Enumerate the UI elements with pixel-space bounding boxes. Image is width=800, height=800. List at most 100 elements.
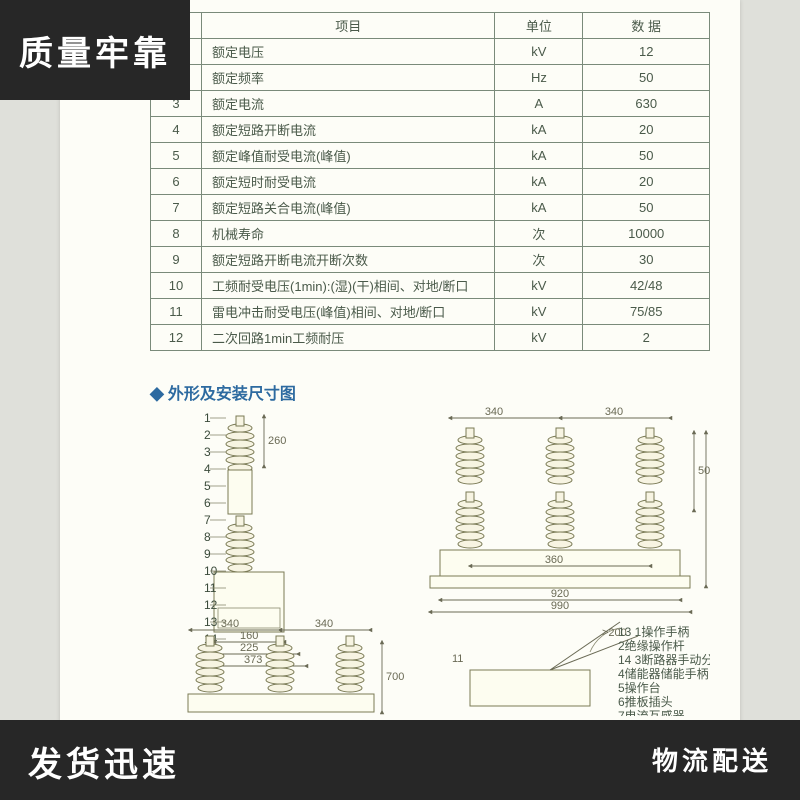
cell-unit: kA	[495, 169, 583, 195]
cell-unit: kV	[495, 325, 583, 351]
dim-500: 500	[698, 465, 710, 477]
cell-val: 50	[583, 65, 710, 91]
legend-right-item: 5操作台	[618, 680, 661, 695]
diagram-area: 1234567891011121314 160 225 373 260 34	[150, 406, 710, 716]
callout-num: 9	[204, 547, 211, 561]
table-row: 11雷电冲击耐受电压(峰值)相间、对地/断口kV75/85	[151, 299, 710, 325]
cell-item: 额定电压	[202, 39, 495, 65]
dim-160: 160	[240, 630, 258, 642]
dim-700b: 700	[386, 671, 404, 683]
cell-item: 额定电流	[202, 91, 495, 117]
badge-shipping-main: 发货迅速	[28, 737, 180, 786]
callout-num: 5	[204, 479, 211, 493]
cell-unit: 次	[495, 247, 583, 273]
cell-unit: kV	[495, 39, 583, 65]
callout-num: 2	[204, 428, 211, 442]
drawings-svg: 1234567891011121314 160 225 373 260 34	[150, 406, 710, 716]
legend-right-item: 2绝缘操作杆	[618, 638, 685, 653]
sectional-drawing: 1234567891011121314 160 225 373 260	[200, 411, 306, 666]
callout-num: 6	[204, 496, 211, 510]
table-row: 1额定电压kV12	[151, 39, 710, 65]
cell-val: 50	[583, 143, 710, 169]
cell-unit: kV	[495, 299, 583, 325]
dim-11: 11	[452, 653, 463, 665]
table-row: 3额定电流A630	[151, 91, 710, 117]
cell-unit: kV	[495, 273, 583, 299]
cell-val: 75/85	[583, 299, 710, 325]
callout-num: 7	[204, 513, 211, 527]
cell-no: 4	[151, 117, 202, 143]
table-row: 5额定峰值耐受电流(峰值)kA50	[151, 143, 710, 169]
bullet-icon: ◆	[150, 383, 164, 403]
cell-no: 6	[151, 169, 202, 195]
cell-no: 10	[151, 273, 202, 299]
dim-260: 260	[268, 435, 286, 447]
cell-item: 雷电冲击耐受电压(峰值)相间、对地/断口	[202, 299, 495, 325]
col-val: 数 据	[583, 13, 710, 39]
cell-unit: kA	[495, 143, 583, 169]
cell-item: 额定短时耐受电流	[202, 169, 495, 195]
table-row: 4额定短路开断电流kA20	[151, 117, 710, 143]
cell-unit: kA	[495, 195, 583, 221]
callout-num: 3	[204, 445, 211, 459]
cell-item: 额定峰值耐受电流(峰值)	[202, 143, 495, 169]
cell-no: 5	[151, 143, 202, 169]
table-row: 6额定短时耐受电流kA20	[151, 169, 710, 195]
cell-no: 11	[151, 299, 202, 325]
cell-item: 额定频率	[202, 65, 495, 91]
badge-quality: 质量牢靠	[0, 0, 190, 100]
legend-right-item: 6推板插头	[618, 695, 673, 709]
dim-340c: 340	[221, 618, 239, 630]
callout-num: 1	[204, 411, 211, 425]
col-unit: 单位	[495, 13, 583, 39]
cell-val: 2	[583, 325, 710, 351]
section-title: 外形及安装尺寸图	[168, 386, 296, 403]
cell-item: 额定短路开断电流开断次数	[202, 247, 495, 273]
cell-val: 12	[583, 39, 710, 65]
cell-val: 10000	[583, 221, 710, 247]
legend-right-item: 7电流互感器	[618, 708, 685, 716]
callout-num: 8	[204, 530, 211, 544]
cell-unit: Hz	[495, 65, 583, 91]
dim-340d: 340	[315, 618, 333, 630]
operating-legend: 13 1操作手柄2绝缘操作杆14 3断路器手动分合手柄4储能器储能手柄5操作台6…	[618, 624, 710, 716]
cell-no: 9	[151, 247, 202, 273]
cell-item: 额定短路开断电流	[202, 117, 495, 143]
table-row: 2额定频率Hz50	[151, 65, 710, 91]
cell-val: 20	[583, 169, 710, 195]
cell-no: 7	[151, 195, 202, 221]
table-row: 12二次回路1min工频耐压kV2	[151, 325, 710, 351]
cell-no: 8	[151, 221, 202, 247]
dim-990: 990	[551, 600, 569, 612]
cell-val: 630	[583, 91, 710, 117]
cell-val: 20	[583, 117, 710, 143]
cell-item: 工频耐受电压(1min):(湿)(干)相间、对地/断口	[202, 273, 495, 299]
col-item: 项目	[202, 13, 495, 39]
cell-val: 30	[583, 247, 710, 273]
dim-340b: 340	[605, 406, 623, 418]
callout-num: 4	[204, 462, 211, 476]
badge-quality-text: 质量牢靠	[19, 26, 171, 75]
cell-unit: kA	[495, 117, 583, 143]
cell-val: 50	[583, 195, 710, 221]
badge-shipping-sub: 物流配送	[652, 741, 772, 778]
cell-item: 机械寿命	[202, 221, 495, 247]
dim-225: 225	[240, 642, 258, 654]
table-row: 7额定短路关合电流(峰值)kA50	[151, 195, 710, 221]
spec-table: 项目 单位 数 据 1额定电压kV122额定频率Hz503额定电流A6304额定…	[150, 12, 710, 351]
cell-no: 12	[151, 325, 202, 351]
dim-360: 360	[545, 554, 563, 566]
section-header: ◆外形及安装尺寸图	[150, 380, 296, 404]
cell-item: 二次回路1min工频耐压	[202, 325, 495, 351]
table-row: 10工频耐受电压(1min):(湿)(干)相间、对地/断口kV42/48	[151, 273, 710, 299]
cell-unit: 次	[495, 221, 583, 247]
table-row: 8机械寿命次10000	[151, 221, 710, 247]
table-row: 9额定短路开断电流开断次数次30	[151, 247, 710, 273]
legend-right-item: 14 3断路器手动分合手柄	[618, 652, 710, 667]
cell-val: 42/48	[583, 273, 710, 299]
legend-right-item: 13 1操作手柄	[618, 624, 689, 639]
cell-unit: A	[495, 91, 583, 117]
cell-item: 额定短路关合电流(峰值)	[202, 195, 495, 221]
dim-340a: 340	[485, 406, 503, 418]
dim-373: 373	[244, 654, 262, 666]
